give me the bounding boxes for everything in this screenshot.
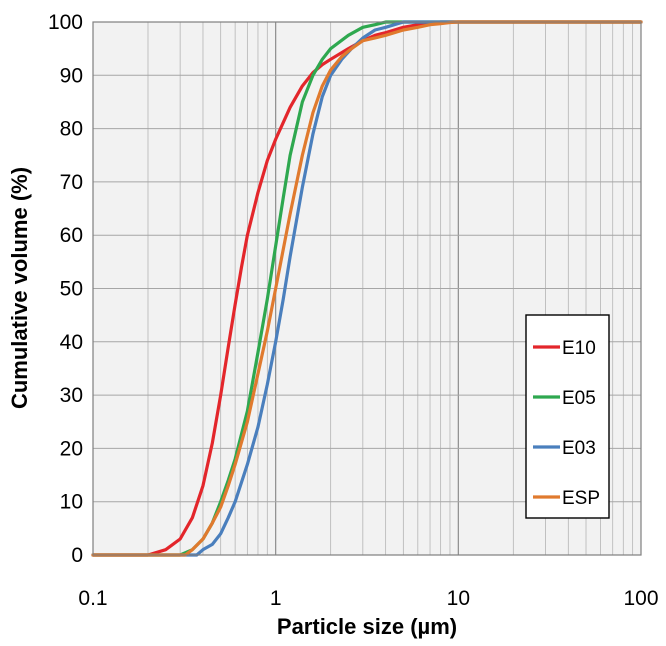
x-tick-label: 10 xyxy=(447,587,470,610)
legend-box xyxy=(525,314,610,519)
y-tick-label: 20 xyxy=(60,437,83,460)
y-tick-label: 0 xyxy=(71,544,83,567)
series-line-e10 xyxy=(91,20,643,557)
y-tick-label: 80 xyxy=(60,118,83,141)
y-tick-label: 90 xyxy=(60,64,83,87)
y-axis-title: Cumulative volume (%) xyxy=(7,167,32,409)
y-tick-label: 60 xyxy=(60,224,83,247)
x-tick-label: 0.1 xyxy=(78,587,107,610)
y-tick-label: 100 xyxy=(48,11,83,34)
legend-label-e10: E10 xyxy=(562,338,596,359)
series-line-esp xyxy=(91,20,643,557)
y-tick-label: 70 xyxy=(60,171,83,194)
legend: E10 E05 E03 ESP xyxy=(525,314,610,519)
x-axis-title: Particle size (µm) xyxy=(277,614,457,639)
y-tick-labels: 0 10 20 30 40 50 60 70 80 90 100 xyxy=(48,11,83,567)
legend-label-e03: E03 xyxy=(562,438,596,459)
y-tick-label: 50 xyxy=(60,278,83,301)
y-tick-label: 30 xyxy=(60,384,83,407)
legend-label-e05: E05 xyxy=(562,388,596,409)
plot-frame xyxy=(92,21,642,556)
series-line-e03 xyxy=(91,20,643,557)
y-tick-label: 10 xyxy=(60,491,83,514)
x-tick-label: 100 xyxy=(623,587,658,610)
legend-label-esp: ESP xyxy=(562,488,600,509)
x-tick-labels: 0.1 1 10 100 xyxy=(78,587,658,610)
y-tick-label: 40 xyxy=(60,331,83,354)
x-tick-label: 1 xyxy=(270,587,282,610)
series-lines xyxy=(91,20,643,557)
